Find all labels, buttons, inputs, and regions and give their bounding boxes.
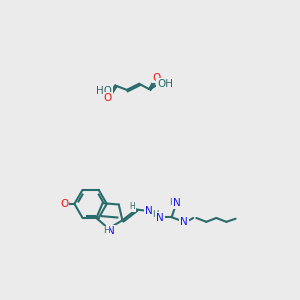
Text: N: N	[107, 226, 115, 236]
Text: N: N	[180, 217, 188, 227]
Text: HO: HO	[97, 86, 112, 96]
Text: O: O	[153, 73, 161, 82]
Text: OH: OH	[157, 79, 173, 89]
Text: H: H	[130, 202, 135, 211]
Text: H: H	[103, 226, 110, 236]
Text: H: H	[169, 198, 176, 207]
Text: N: N	[173, 198, 181, 208]
Text: H: H	[152, 210, 159, 219]
Text: O: O	[60, 199, 69, 209]
Text: O: O	[103, 93, 112, 103]
Text: N: N	[145, 206, 152, 216]
Text: N: N	[156, 213, 164, 223]
